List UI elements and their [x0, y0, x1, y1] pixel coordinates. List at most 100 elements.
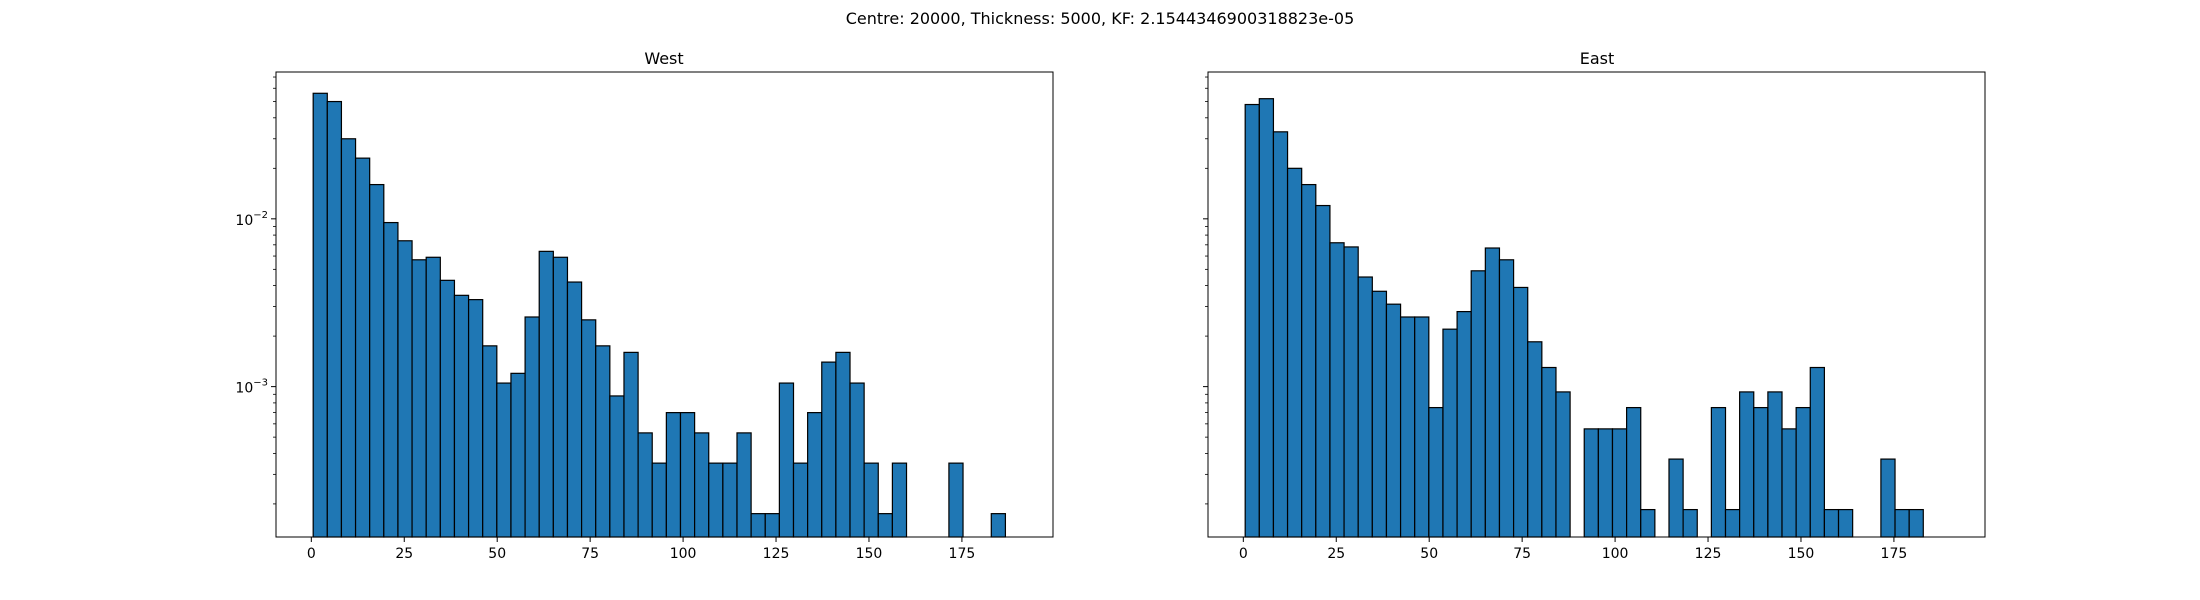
east-histogram-bar	[1626, 406, 1642, 538]
east-histogram-bar	[1908, 508, 1924, 538]
west-histogram-bar	[482, 345, 498, 538]
west-histogram-bar	[439, 279, 456, 538]
west-histogram-bar	[566, 281, 583, 538]
east-x-tick-label: 150	[1788, 546, 1815, 562]
east-chart-title: East	[1580, 49, 1615, 68]
west-y-tick-label: 10−2	[235, 210, 268, 229]
west-x-axis: 0 25 50 75 100 125 150 175	[307, 537, 975, 562]
west-plot-frame	[275, 71, 1054, 538]
west-histogram-bar	[835, 351, 851, 538]
east-histogram-bar	[1399, 316, 1416, 538]
west-histogram-bar	[595, 345, 611, 538]
east-x-tick-label: 175	[1881, 546, 1908, 562]
east-histogram-bar	[1611, 428, 1628, 538]
west-histogram-bar	[891, 462, 908, 538]
west-x-tick-label: 150	[856, 546, 883, 562]
west-x-tick-label: 0	[307, 546, 316, 562]
east-histogram-bar	[1555, 391, 1571, 538]
west-histogram-bar	[524, 316, 540, 538]
west-histogram-bar	[496, 382, 512, 538]
west-histogram-bar	[510, 372, 526, 538]
west-x-tick-label: 75	[581, 546, 599, 562]
west-histogram-bar	[538, 250, 554, 538]
west-histogram-bar	[651, 462, 667, 538]
west-histogram-bar	[807, 412, 823, 538]
east-histogram-bar	[1823, 508, 1840, 538]
east-histogram-bar	[1781, 428, 1797, 538]
east-histogram-bar	[1809, 366, 1825, 538]
east-histogram-bar	[1301, 183, 1317, 538]
west-histogram-bar	[467, 299, 484, 538]
east-histogram-bar	[1343, 246, 1359, 538]
west-x-tick-label: 125	[763, 546, 790, 562]
west-histogram-bar	[665, 412, 682, 538]
west-histogram-bar	[722, 462, 738, 538]
east-histogram-bar	[1470, 270, 1486, 538]
east-histogram-bar	[1767, 391, 1783, 538]
east-histogram-bar	[1597, 428, 1614, 538]
east-histogram-bar	[1640, 508, 1656, 538]
east-histogram-bar	[1739, 391, 1755, 538]
west-histogram-bar	[580, 319, 597, 538]
west-chart-title: West	[644, 49, 683, 68]
west-y-tick-label: 10−3	[235, 378, 268, 397]
east-histogram-bar	[1272, 131, 1289, 538]
west-histogram-bar	[623, 351, 639, 538]
east-x-tick-label: 75	[1513, 546, 1531, 562]
east-x-tick-label: 25	[1327, 546, 1345, 562]
west-histogram-bar	[326, 100, 343, 538]
east-x-axis: 0 25 50 75 100 125 150 175	[1239, 537, 1907, 562]
east-histogram-bar	[1371, 290, 1388, 538]
west-x-tick-label: 25	[395, 546, 413, 562]
east-x-tick-label: 0	[1239, 546, 1248, 562]
east-histogram-bar	[1894, 508, 1910, 538]
east-histogram-bar	[1668, 458, 1684, 538]
east-histogram-bar	[1329, 242, 1345, 538]
west-histogram-bar	[708, 462, 724, 538]
west-histogram-bar	[849, 382, 865, 538]
west-histogram-bar	[948, 462, 964, 538]
west-y-axis: 10−2 10−3	[235, 76, 276, 505]
east-x-tick-label: 125	[1695, 546, 1722, 562]
east-x-tick-label: 100	[1602, 546, 1629, 562]
east-histogram-bar	[1428, 406, 1444, 538]
west-histogram-bar	[679, 412, 696, 538]
east-histogram-bar	[1541, 366, 1557, 538]
east-histogram-bar	[1512, 286, 1529, 538]
west-histogram-bar	[369, 183, 385, 538]
west-histogram-bar	[383, 221, 399, 538]
east-x-tick-label: 50	[1420, 546, 1438, 562]
east-histogram-bar	[1286, 167, 1303, 538]
east-histogram-bar	[1258, 98, 1275, 538]
west-x-tick-label: 50	[488, 546, 506, 562]
east-histogram-bar	[1837, 508, 1854, 538]
west-histogram-bar	[863, 462, 879, 538]
east-histogram-bar	[1498, 259, 1515, 538]
west-histogram-bar	[750, 513, 766, 538]
west-histogram-bar	[411, 259, 427, 538]
east-histogram-bar	[1724, 508, 1741, 538]
east-histogram-bar	[1880, 458, 1896, 538]
east-plot-frame	[1207, 71, 1986, 538]
west-x-tick-label: 100	[670, 546, 697, 562]
east-y-axis	[1203, 76, 1208, 505]
figure-suptitle: Centre: 20000, Thickness: 5000, KF: 2.15…	[846, 9, 1355, 28]
west-histogram-bar	[990, 513, 1007, 538]
east-histogram-bar	[1682, 508, 1698, 538]
east-histogram-bar	[1315, 204, 1331, 538]
east-histogram-bar	[1414, 316, 1430, 538]
west-histogram-bar	[637, 432, 653, 538]
west-histogram-bar	[312, 92, 328, 538]
east-histogram-bar	[1753, 406, 1769, 538]
west-histogram-bar	[354, 157, 371, 538]
east-histogram-bar	[1583, 428, 1599, 538]
west-histogram-bar	[552, 256, 569, 538]
west-chart: West 0 25 50 75 100 125 150 175 10−2 10−3	[235, 49, 1054, 562]
east-chart: East 0 25 50 75 100 125 150 175	[1203, 49, 1986, 562]
west-histogram-bar	[736, 432, 752, 538]
west-histogram-bar	[340, 138, 357, 538]
east-histogram-bar	[1527, 341, 1543, 538]
east-histogram-bar	[1357, 276, 1373, 538]
west-histogram-bar	[764, 513, 780, 538]
east-histogram-bar	[1385, 303, 1402, 538]
